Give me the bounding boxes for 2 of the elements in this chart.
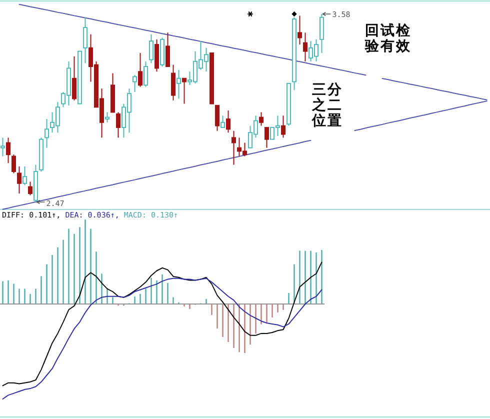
annotation: 回试检验有效 [364, 23, 412, 54]
annotation: 三分之二位置 [311, 82, 343, 129]
